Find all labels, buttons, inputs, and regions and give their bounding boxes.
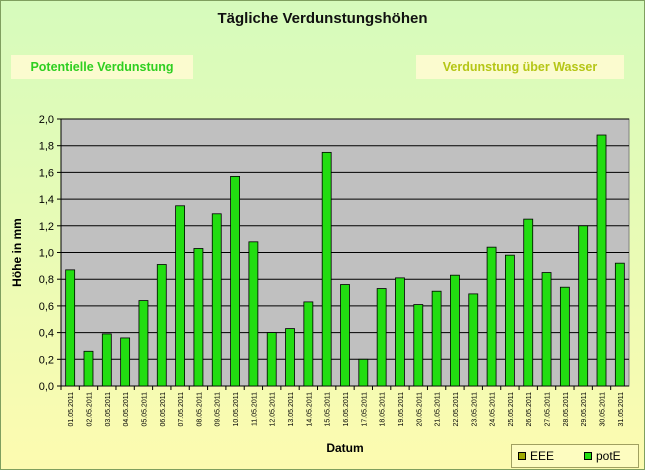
x-tick-label: 08.05.2011	[196, 392, 203, 427]
x-tick-label: 20.05.2011	[416, 392, 423, 427]
legend-item-eee: EEE	[518, 448, 554, 464]
legend-item-pote: potE	[584, 448, 621, 464]
bar	[266, 332, 277, 387]
legend-label-eee: EEE	[530, 449, 555, 463]
bar	[358, 358, 369, 387]
bar	[101, 333, 112, 387]
bar	[120, 337, 131, 387]
tab-water-evaporation[interactable]: Verdunstung über Wasser	[416, 55, 624, 79]
y-tick-label: 1,2	[39, 221, 54, 233]
x-tick-label: 10.05.2011	[233, 392, 240, 427]
x-tick-label: 11.05.2011	[251, 392, 258, 426]
x-tick-label: 24.05.2011	[490, 392, 497, 427]
x-tick-label: 12.05.2011	[270, 392, 277, 427]
x-tick-label: 14.05.2011	[306, 392, 313, 427]
y-tick-label: 0,6	[39, 301, 54, 313]
bar	[596, 134, 607, 387]
x-tick-label: 17.05.2011	[361, 392, 368, 427]
bar	[65, 269, 76, 387]
bar	[468, 293, 479, 387]
x-tick-label: 03.05.2011	[105, 392, 112, 427]
y-tick-label: 2,0	[39, 114, 54, 126]
chart-legend: EEE potE	[511, 444, 639, 468]
bar	[340, 284, 350, 387]
x-tick-label: 21.05.2011	[435, 392, 442, 427]
tab-potential-evaporation[interactable]: Potentielle Verdunstung	[11, 55, 193, 79]
y-tick-label: 0,4	[39, 328, 54, 340]
x-tick-label: 27.05.2011	[545, 392, 552, 427]
x-tick-label: 30.05.2011	[600, 392, 607, 427]
x-tick-label: 29.05.2011	[581, 392, 588, 427]
bar	[505, 254, 515, 387]
x-tick-label: 28.05.2011	[563, 392, 570, 427]
x-axis-title: Datum	[326, 441, 363, 455]
bar	[83, 350, 94, 387]
x-tick-label: 09.05.2011	[215, 392, 222, 427]
bar	[413, 304, 424, 387]
bar	[156, 264, 167, 387]
x-tick-label: 16.05.2011	[343, 392, 350, 427]
legend-label-pote: potE	[596, 449, 621, 463]
y-tick-label: 0,0	[39, 381, 54, 393]
bar	[230, 176, 240, 387]
bar	[193, 248, 204, 387]
x-tick-label: 25.05.2011	[508, 392, 515, 427]
y-tick-label: 0,8	[39, 274, 54, 286]
y-tick-label: 0,2	[39, 354, 54, 366]
x-tick-label: 05.05.2011	[141, 392, 148, 427]
x-tick-label: 22.05.2011	[453, 392, 460, 427]
bar	[138, 300, 149, 387]
bar	[431, 290, 442, 387]
y-tick-label: 1,0	[39, 248, 54, 260]
bar	[285, 328, 295, 387]
bar	[578, 225, 589, 387]
x-tick-label: 04.05.2011	[123, 392, 130, 427]
y-axis-title: Höhe in mm	[10, 218, 24, 287]
bar	[175, 205, 185, 387]
legend-swatch-pote	[584, 451, 592, 460]
x-tick-label: 06.05.2011	[160, 392, 167, 427]
bar	[614, 262, 625, 387]
x-tick-label: 18.05.2011	[380, 392, 387, 427]
y-tick-label: 1,6	[39, 167, 54, 179]
x-tick-label: 31.05.2011	[618, 392, 625, 427]
x-tick-label: 13.05.2011	[288, 392, 295, 427]
chart-title: Tägliche Verdunstungshöhen	[217, 10, 428, 27]
legend-swatch-eee	[518, 451, 526, 460]
bar	[559, 286, 570, 387]
x-tick-label: 15.05.2011	[325, 392, 332, 427]
bar	[486, 246, 497, 387]
y-tick-label: 1,4	[39, 194, 54, 206]
bar	[211, 213, 222, 387]
bar	[450, 274, 460, 387]
bar	[321, 151, 332, 387]
x-tick-label: 07.05.2011	[178, 392, 185, 427]
x-tick-label: 01.05.2011	[68, 392, 75, 427]
x-tick-label: 23.05.2011	[471, 392, 478, 427]
bar	[395, 277, 405, 387]
bar	[523, 218, 534, 387]
bar	[376, 288, 387, 387]
x-tick-label: 26.05.2011	[526, 392, 533, 427]
bar	[248, 241, 259, 387]
x-tick-label: 19.05.2011	[398, 392, 405, 427]
y-tick-label: 1,8	[39, 141, 54, 153]
bar	[303, 301, 314, 387]
bar	[541, 272, 552, 387]
x-tick-label: 02.05.2011	[86, 392, 93, 427]
